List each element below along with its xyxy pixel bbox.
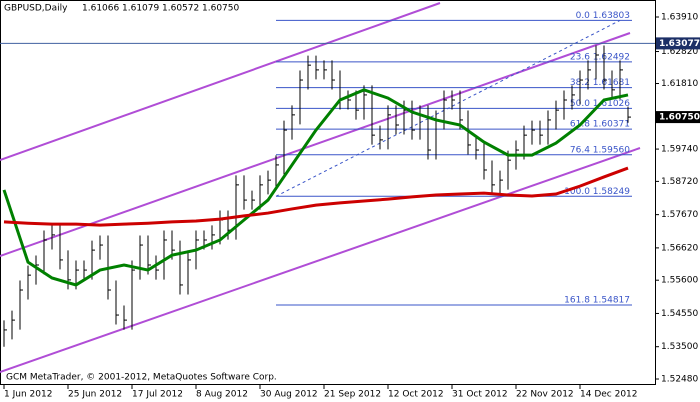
fib-label: 61.8 1.60371 [570, 120, 630, 130]
moving-average [2, 88, 629, 287]
x-tick-label: 25 Jun 2012 [68, 390, 122, 400]
header-price: 1.61079 [122, 4, 159, 14]
fib-label: 23.6 1.62492 [570, 52, 630, 62]
x-tick-label: 8 Aug 2012 [196, 390, 248, 400]
y-tick-label: 1.59740 [661, 145, 698, 155]
moving-average [3, 166, 629, 227]
channel-lines [0, 2, 641, 373]
channel-line [0, 147, 641, 373]
fib-label: 38.2 1.61681 [570, 78, 630, 88]
price-box [656, 111, 700, 124]
fib-label: 0.0 1.63803 [576, 11, 630, 21]
y-tick-label: 1.55600 [661, 276, 698, 286]
chart-title: GBPUSD,Daily [4, 4, 68, 14]
header-price: 1.60572 [162, 4, 199, 14]
header-price: 1.61066 [82, 4, 119, 14]
x-tick-label: 17 Jul 2012 [132, 390, 183, 400]
price-box-label: 1.60750 [659, 113, 700, 123]
fib-label: 76.4 1.59560 [570, 145, 630, 155]
x-tick-label: 31 Oct 2012 [452, 390, 508, 400]
x-tick-label: 22 Nov 2012 [516, 390, 574, 400]
x-tick-label: 14 Dec 2012 [580, 390, 638, 400]
fib-label: 100.0 1.58249 [564, 187, 630, 197]
fib-trend [275, 19, 621, 197]
header-price: 1.60750 [202, 4, 239, 14]
plot-frame [0, 0, 656, 385]
x-tick-label: 12 Oct 2012 [388, 390, 444, 400]
y-tick-label: 1.62820 [661, 47, 698, 57]
y-tick-label: 1.58720 [661, 177, 698, 187]
y-tick-label: 1.56620 [661, 243, 698, 253]
y-tick-label: 1.61810 [661, 79, 698, 89]
x-tick-label: 30 Aug 2012 [260, 390, 318, 400]
y-tick-label: 1.52480 [661, 375, 698, 385]
y-tick-label: 1.63910 [661, 13, 698, 23]
y-tick-label: 1.57670 [661, 210, 698, 220]
y-tick-label: 1.53500 [661, 342, 698, 352]
channel-line [0, 2, 441, 161]
y-tick-label: 1.54550 [661, 309, 698, 319]
price-box-label: 1.63077 [659, 39, 700, 49]
x-tick-label: 21 Sep 2012 [324, 390, 381, 400]
footer: GCM MetaTrader, © 2001-2012, MetaQuotes … [6, 373, 277, 383]
price-box [656, 37, 700, 50]
fib-label: 161.8 1.54817 [564, 295, 630, 305]
channel-line [0, 32, 631, 257]
x-tick-label: 1 Jun 2012 [4, 390, 52, 400]
